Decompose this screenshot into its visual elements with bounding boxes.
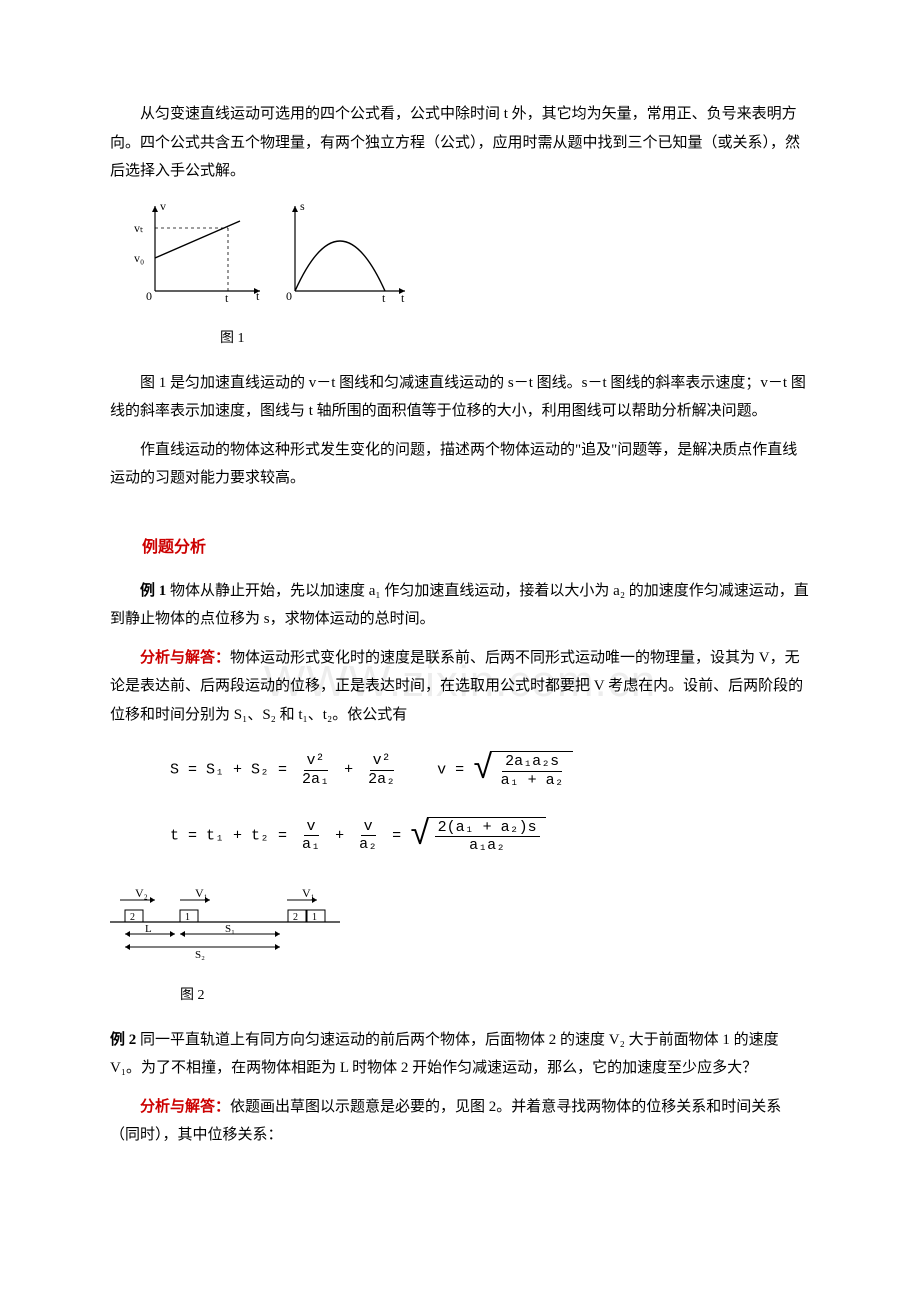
formula-row-1: S = S₁ + S₂ = v² 2a₁ + v² 2a₂ v = √ 2 xyxy=(170,751,810,789)
vt-tick: vₜ xyxy=(134,221,144,235)
example-2-label: 例 2 xyxy=(110,1032,136,1048)
v-eq-left: v = xyxy=(437,762,464,779)
svg-text:S₁: S₁ xyxy=(225,923,235,935)
eq-2: = xyxy=(392,828,401,845)
svg-text:V₂: V₂ xyxy=(135,886,148,900)
example-1: 例 1 物体从静止开始，先以加速度 a₁ 作匀加速直线运动，接着以大小为 a₂ … xyxy=(110,577,810,634)
answer-1-label: 分析与解答： xyxy=(140,650,230,666)
frac-v2-2a1: v² 2a₁ xyxy=(299,752,332,788)
example-1-text: 物体从静止开始，先以加速度 a₁ 作匀加速直线运动，接着以大小为 a₂ 的加速度… xyxy=(110,583,809,628)
figure-1-caption: 图 1 xyxy=(220,326,810,353)
origin-2: 0 xyxy=(286,289,292,303)
paragraph-1: 从匀变速直线运动可选用的四个公式看，公式中除时间 t 外，其它均为矢量，常用正、… xyxy=(110,100,810,186)
figure-2-svg: V₂ V₁ V₁ 2 1 2 1 L S₁ xyxy=(110,882,360,972)
axis-s-label: s xyxy=(300,199,305,213)
plus-2: + xyxy=(335,828,344,845)
svg-text:2: 2 xyxy=(293,912,298,923)
paragraph-3: 作直线运动的物体这种形式发生变化的问题，描述两个物体运动的"追及"问题等，是解决… xyxy=(110,436,810,493)
svg-text:1: 1 xyxy=(185,912,190,923)
answer-2: 分析与解答：依题画出草图以示题意是必要的，见图 2。并着意寻找两物体的位移关系和… xyxy=(110,1093,810,1150)
formula-row-2: t = t₁ + t₂ = v a₁ + v a₂ = √ 2(a₁ + a₂)… xyxy=(170,817,810,855)
answer-1: 分析与解答：物体运动形式变化时的速度是联系前、后两不同形式运动唯一的物理量，设其… xyxy=(110,644,810,730)
formula-v: v = √ 2a₁a₂s a₁ + a₂ xyxy=(437,751,572,789)
formula-block: S = S₁ + S₂ = v² 2a₁ + v² 2a₂ v = √ 2 xyxy=(170,751,810,854)
axis-t-label-2: t xyxy=(401,291,405,305)
svg-text:S₂: S₂ xyxy=(195,949,205,961)
section-title: 例题分析 xyxy=(110,533,810,563)
frac-v-a1: v a₁ xyxy=(299,818,323,854)
answer-2-label: 分析与解答： xyxy=(140,1099,230,1115)
sqrt-1: √ 2a₁a₂s a₁ + a₂ xyxy=(473,751,572,789)
formula-s: S = S₁ + S₂ = v² 2a₁ + v² 2a₂ xyxy=(170,752,401,788)
figure-2-caption: 图 2 xyxy=(180,983,810,1010)
t-tick-2: t xyxy=(382,291,386,305)
example-1-label: 例 1 xyxy=(140,583,166,599)
figure-1: v t 0 vₜ v₀ t s t 0 t 图 1 xyxy=(130,196,810,353)
t-eq-left: t = t₁ + t₂ = xyxy=(170,828,287,845)
t-tick-1: t xyxy=(225,291,229,305)
paragraph-2: 图 1 是匀加速直线运动的 v－t 图线和匀减速直线运动的 s－t 图线。s－t… xyxy=(110,369,810,426)
s-eq-left: S = S₁ + S₂ = xyxy=(170,762,287,779)
svg-text:1: 1 xyxy=(312,912,317,923)
v0-tick: v₀ xyxy=(134,251,144,265)
example-2: 例 2 同一平直轨道上有同方向匀速运动的前后两个物体，后面物体 2 的速度 V₂… xyxy=(110,1026,810,1083)
frac-v2-2a2: v² 2a₂ xyxy=(365,752,398,788)
axis-v-label: v xyxy=(160,199,166,213)
figure-2: V₂ V₁ V₁ 2 1 2 1 L S₁ xyxy=(110,882,810,1009)
frac-2a1a2s-2: 2(a₁ + a₂)s a₁a₂ xyxy=(435,819,540,855)
example-2-text: 同一平直轨道上有同方向匀速运动的前后两个物体，后面物体 2 的速度 V₂ 大于前… xyxy=(110,1032,779,1077)
plus-1: + xyxy=(344,762,353,779)
origin-1: 0 xyxy=(146,289,152,303)
sqrt-2: √ 2(a₁ + a₂)s a₁a₂ xyxy=(410,817,545,855)
svg-text:L: L xyxy=(145,923,152,935)
frac-2a1a2s: 2a₁a₂s a₁ + a₂ xyxy=(498,753,567,789)
formula-t: t = t₁ + t₂ = v a₁ + v a₂ = √ 2(a₁ + a₂)… xyxy=(170,817,546,855)
frac-v-a2: v a₂ xyxy=(356,818,380,854)
figure-1-svg: v t 0 vₜ v₀ t s t 0 t xyxy=(130,196,410,316)
svg-text:2: 2 xyxy=(130,912,135,923)
page: WWW.zixin.com.cn 从匀变速直线运动可选用的四个公式看，公式中除时… xyxy=(0,0,920,1220)
